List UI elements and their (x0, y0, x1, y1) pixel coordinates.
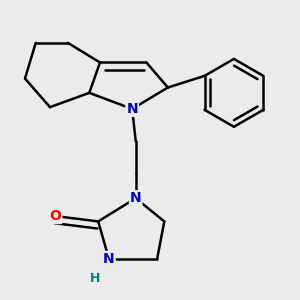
Text: H: H (89, 272, 100, 285)
Text: N: N (130, 191, 142, 205)
Text: N: N (103, 252, 115, 266)
Text: O: O (50, 209, 61, 223)
Text: N: N (126, 102, 138, 116)
